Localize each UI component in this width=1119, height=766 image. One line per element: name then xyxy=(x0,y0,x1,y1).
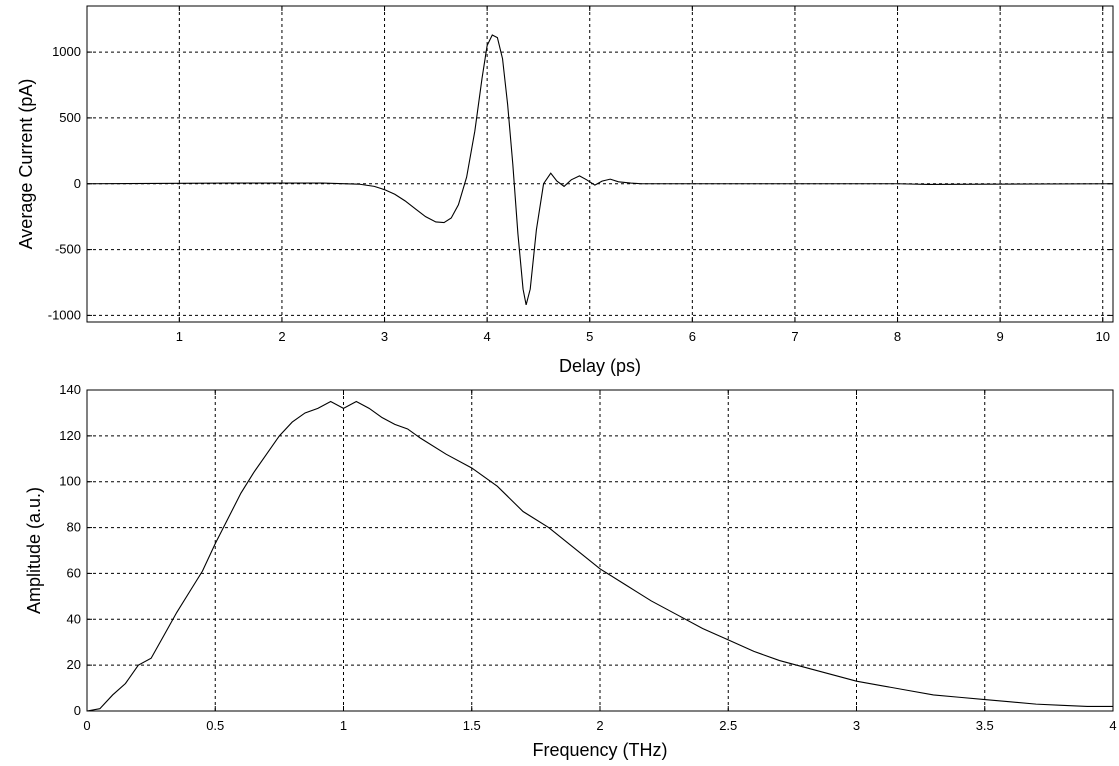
x-tick-label: 0 xyxy=(83,718,90,733)
y-tick-label: 100 xyxy=(59,474,81,489)
x-tick-label: 3 xyxy=(381,329,388,344)
y-tick-label: 40 xyxy=(67,611,81,626)
time-domain-chart: 1 2 3 4 5 6 7 8 9 10 -1000 -500 0 500 1000 Delay (ps) Av… xyxy=(16,5,1114,376)
y-tick-label: 0 xyxy=(74,703,81,718)
y-tick-label: -500 xyxy=(55,242,81,257)
x-tick-label: 8 xyxy=(894,329,901,344)
frequency-spectrum-chart: 0 0.5 1 1.5 2 2.5 3 3.5 4020406080100120140Frequ… xyxy=(24,382,1117,760)
plot-area xyxy=(87,6,1113,322)
x-tick-label: 3 xyxy=(853,718,860,733)
y-tick-label: 1000 xyxy=(52,44,81,59)
x-tick-label: 3.5 xyxy=(976,718,994,733)
y-tick-label: 0 xyxy=(74,176,81,191)
x-axis-label: Frequency (THz) xyxy=(532,740,667,760)
x-tick-label: 1 xyxy=(176,329,183,344)
x-tick-label: 4 xyxy=(484,329,491,344)
series-line xyxy=(86,400,1113,712)
x-tick-label: 2 xyxy=(596,718,603,733)
y-tick-label: -1000 xyxy=(48,307,81,322)
plot-frame xyxy=(86,5,1114,323)
y-tick-label: 80 xyxy=(67,520,81,535)
y-tick-label: 140 xyxy=(59,382,81,397)
series-line xyxy=(86,34,1114,306)
x-tick-label: 4 xyxy=(1109,718,1116,733)
x-tick-label: 10 xyxy=(1096,329,1110,344)
x-tick-label: 0.5 xyxy=(206,718,224,733)
y-axis-label: Average Current (pA) xyxy=(16,79,36,250)
y-tick-label: 120 xyxy=(59,428,81,443)
y-tick-label: 500 xyxy=(59,110,81,125)
y-tick-label: 20 xyxy=(67,657,81,672)
x-tick-label: 5 xyxy=(586,329,593,344)
x-tick-label: 1.5 xyxy=(463,718,481,733)
x-tick-label: 9 xyxy=(997,329,1004,344)
x-tick-label: 7 xyxy=(791,329,798,344)
y-tick-label: 60 xyxy=(67,565,81,580)
plot-area xyxy=(87,390,1113,711)
y-axis-label: Amplitude (a.u.) xyxy=(24,487,44,614)
x-tick-label: 2 xyxy=(278,329,285,344)
x-tick-label: 1 xyxy=(340,718,347,733)
x-axis-label: Delay (ps) xyxy=(559,356,641,376)
x-tick-label: 6 xyxy=(689,329,696,344)
x-tick-label: 2.5 xyxy=(719,718,737,733)
